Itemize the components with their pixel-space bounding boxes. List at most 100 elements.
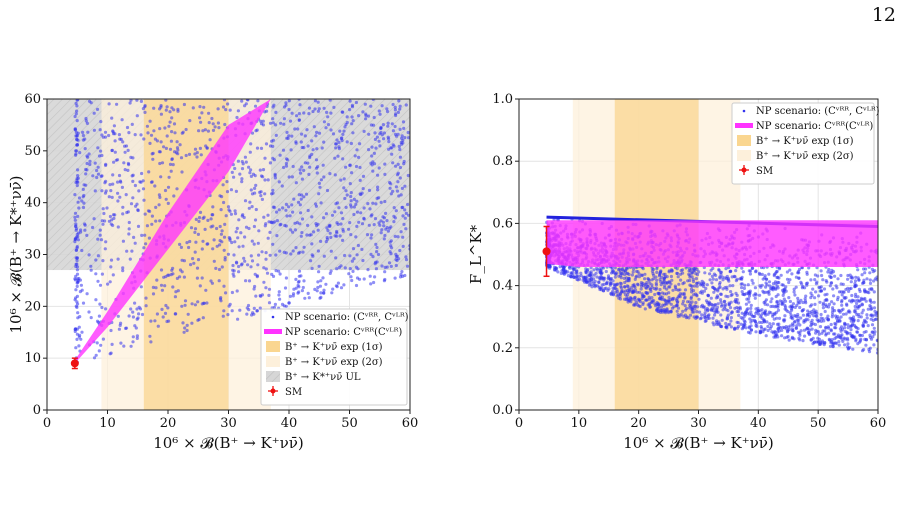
scatter-point <box>170 157 174 162</box>
scatter-point <box>297 269 302 273</box>
plot-area <box>519 99 878 410</box>
scatter-point <box>604 282 609 286</box>
scatter-point <box>631 290 636 294</box>
scatter-point <box>631 270 635 274</box>
scatter-point <box>392 206 396 210</box>
scatter-point <box>383 233 387 238</box>
scatter-point <box>380 228 384 232</box>
scatter-point <box>375 196 379 200</box>
scatter-point <box>400 270 404 274</box>
scatter-point <box>238 308 242 312</box>
scatter-point <box>75 337 79 341</box>
scatter-point <box>760 320 764 325</box>
scatter-point <box>287 107 291 112</box>
scatter-point <box>389 252 393 256</box>
scatter-point <box>115 102 119 106</box>
scatter-point <box>785 327 789 331</box>
scatter-point <box>870 313 874 317</box>
scatter-point <box>295 114 299 118</box>
scatter-point <box>206 129 210 133</box>
scatter-point <box>196 258 201 262</box>
scatter-point <box>268 121 273 125</box>
scatter-point <box>857 287 862 291</box>
scatter-point <box>77 335 81 339</box>
scatter-point <box>720 318 724 322</box>
scatter-point <box>733 327 737 331</box>
scatter-point <box>832 294 836 298</box>
scatter-point <box>73 127 77 131</box>
scatter-point <box>837 340 841 344</box>
scatter-point <box>675 271 680 276</box>
scatter-point <box>382 131 386 135</box>
scatter-point <box>226 252 230 256</box>
scatter-point <box>337 206 341 210</box>
scatter-point <box>73 193 77 197</box>
scatter-point <box>748 269 753 273</box>
scatter-point <box>782 287 786 291</box>
scatter-point <box>739 322 743 326</box>
scatter-point <box>176 148 180 152</box>
scatter-point <box>91 174 95 178</box>
scatter-point <box>273 302 277 306</box>
scatter-point <box>193 147 198 151</box>
scatter-point <box>100 174 104 178</box>
legend: NP scenario: (Cᵛᴿᴿ, Cᵛᴸᴿ)NP scenario: Cᵛ… <box>260 308 409 406</box>
scatter-point <box>152 129 156 133</box>
scatter-point <box>860 302 864 306</box>
scatter-point <box>784 305 788 309</box>
scatter-point <box>240 167 245 171</box>
scatter-point <box>262 215 266 219</box>
scatter-point <box>783 318 787 322</box>
scatter-point <box>672 305 676 309</box>
scatter-point <box>833 332 837 336</box>
scatter-point <box>109 265 113 269</box>
scatter-point <box>260 250 264 254</box>
scatter-point <box>704 308 708 312</box>
scatter-point <box>703 271 707 275</box>
scatter-point <box>380 104 384 108</box>
scatter-point <box>758 315 763 319</box>
scatter-point <box>863 288 867 292</box>
scatter-point <box>832 302 836 306</box>
scatter-point <box>633 277 637 281</box>
scatter-point <box>313 107 317 111</box>
scatter-point <box>180 131 184 135</box>
scatter-point <box>865 277 869 281</box>
scatter-point <box>853 285 857 289</box>
scatter-point <box>722 306 727 310</box>
scatter-point <box>137 305 141 309</box>
scatter-point <box>199 120 203 124</box>
scatter-point <box>702 289 707 293</box>
scatter-point <box>755 324 759 329</box>
scatter-point <box>807 332 812 337</box>
scatter-point <box>628 289 632 293</box>
legend-swatch-ul <box>266 371 280 382</box>
scatter-point <box>324 126 328 130</box>
scatter-point <box>183 299 188 303</box>
scatter-point <box>406 130 410 135</box>
scatter-point <box>775 275 779 280</box>
scatter-point <box>388 180 392 185</box>
scatter-point <box>336 222 340 226</box>
scatter-point <box>205 301 209 305</box>
scatter-point <box>740 282 744 286</box>
scatter-point <box>206 218 210 222</box>
scatter-point <box>716 287 720 291</box>
scatter-point <box>292 197 296 201</box>
scatter-point <box>349 203 353 207</box>
scatter-point <box>861 324 865 328</box>
scatter-point <box>197 219 201 223</box>
scatter-point <box>143 104 147 108</box>
scatter-point <box>350 171 354 175</box>
scatter-point <box>193 303 197 307</box>
scatter-point <box>749 313 754 317</box>
legend-label: B⁺ → K⁺νν̄ exp (2σ) <box>756 151 854 162</box>
scatter-point <box>748 292 752 296</box>
scatter-point <box>805 314 809 318</box>
scatter-point <box>831 345 835 349</box>
scatter-point <box>107 219 111 223</box>
scatter-point <box>714 310 719 314</box>
scatter-point <box>869 317 873 321</box>
scatter-point <box>375 135 379 139</box>
scatter-point <box>354 100 358 105</box>
